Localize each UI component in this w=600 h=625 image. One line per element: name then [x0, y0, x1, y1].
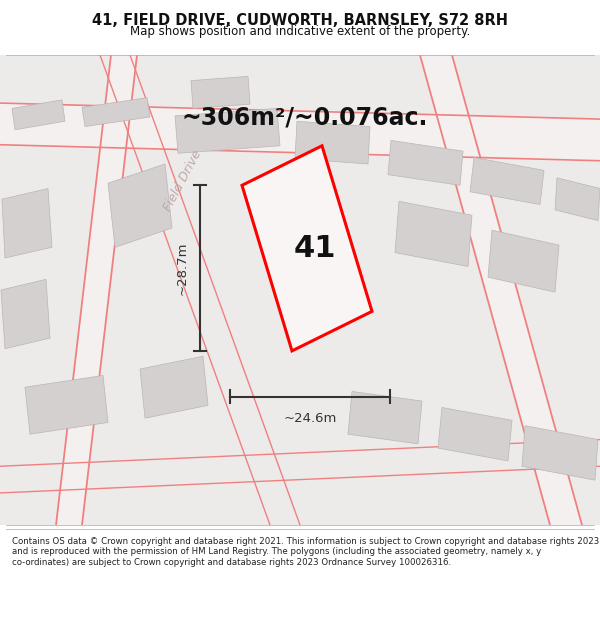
Polygon shape: [12, 100, 65, 130]
Polygon shape: [395, 201, 472, 266]
Text: 41, FIELD DRIVE, CUDWORTH, BARNSLEY, S72 8RH: 41, FIELD DRIVE, CUDWORTH, BARNSLEY, S72…: [92, 13, 508, 28]
Polygon shape: [108, 164, 172, 248]
Text: Field Drive: Field Drive: [161, 148, 205, 214]
Text: 41: 41: [294, 234, 336, 263]
Polygon shape: [0, 103, 600, 162]
Polygon shape: [470, 158, 544, 204]
Polygon shape: [2, 189, 52, 258]
Polygon shape: [388, 141, 463, 186]
Text: ~28.7m: ~28.7m: [176, 241, 188, 295]
Text: Contains OS data © Crown copyright and database right 2021. This information is : Contains OS data © Crown copyright and d…: [12, 537, 599, 567]
Polygon shape: [191, 76, 250, 108]
Polygon shape: [420, 55, 582, 525]
Polygon shape: [348, 391, 422, 444]
Polygon shape: [25, 376, 108, 434]
Polygon shape: [82, 98, 150, 127]
Polygon shape: [555, 178, 600, 221]
Polygon shape: [1, 279, 50, 349]
Polygon shape: [175, 108, 280, 153]
Text: Map shows position and indicative extent of the property.: Map shows position and indicative extent…: [130, 26, 470, 39]
Polygon shape: [0, 55, 600, 525]
Polygon shape: [522, 426, 598, 480]
Polygon shape: [140, 356, 208, 418]
Text: ~306m²/~0.076ac.: ~306m²/~0.076ac.: [182, 106, 428, 130]
Polygon shape: [488, 230, 559, 292]
Polygon shape: [438, 408, 512, 461]
Polygon shape: [55, 55, 137, 525]
Polygon shape: [242, 146, 372, 351]
Text: ~24.6m: ~24.6m: [283, 412, 337, 424]
Polygon shape: [295, 121, 370, 164]
